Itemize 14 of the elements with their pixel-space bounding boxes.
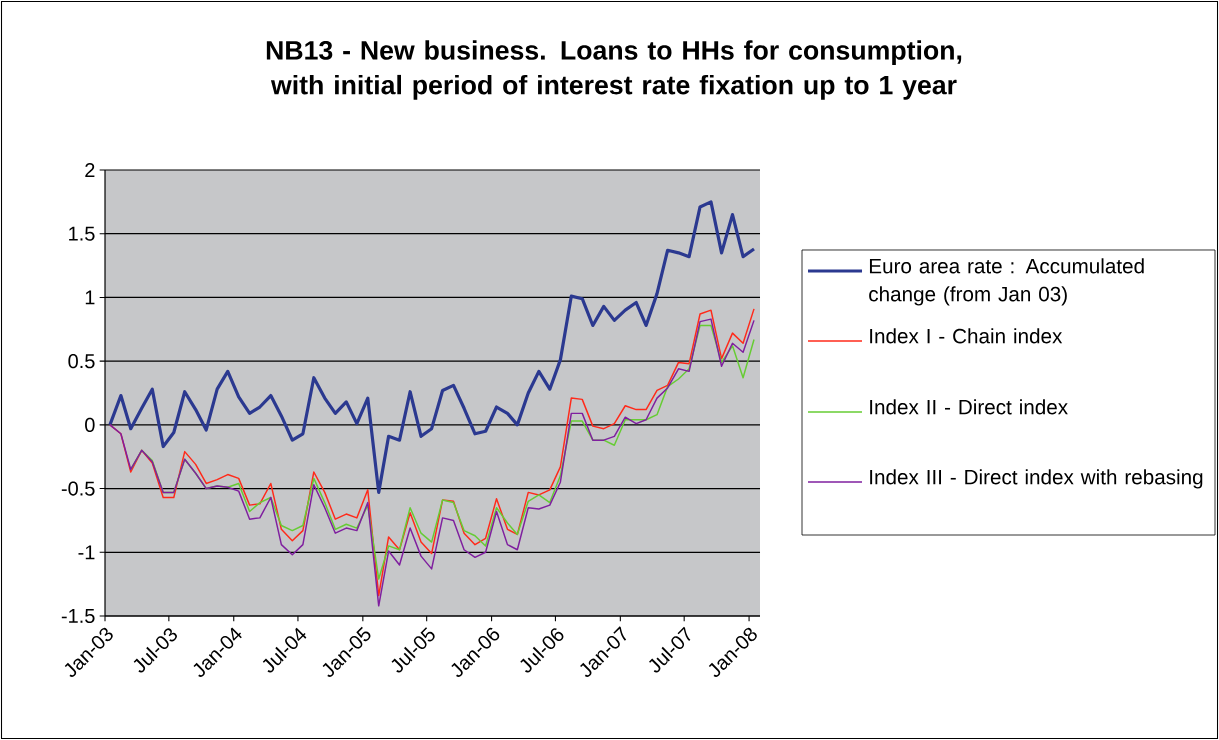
y-tick-label: 1.5: [69, 226, 95, 241]
y-tick-label: -0.5: [61, 481, 95, 496]
y-tick-label: 0.5: [68, 354, 95, 369]
y-tick-label: 2: [85, 163, 95, 177]
line-series: [108, 200, 756, 494]
legend-label: Index I - Chain index: [870, 328, 1063, 344]
legend-label: Euro area rate : Accumulated change (from Jan 03): [869, 258, 1144, 306]
legend-label: Index III - Direct index with rebasing: [870, 469, 1203, 489]
y-tick-label: 0: [85, 417, 95, 432]
y-tick-label: -1: [78, 545, 95, 560]
y-tick-label: 1: [85, 290, 95, 305]
y-tick-label: -1.5: [61, 609, 95, 623]
chart-title: NB13 - New business. Loans to HHs for consumption, with initial period of interest rate fixation up to 1 year: [266, 40, 962, 100]
legend-label: Index II - Direct index: [870, 399, 1068, 415]
